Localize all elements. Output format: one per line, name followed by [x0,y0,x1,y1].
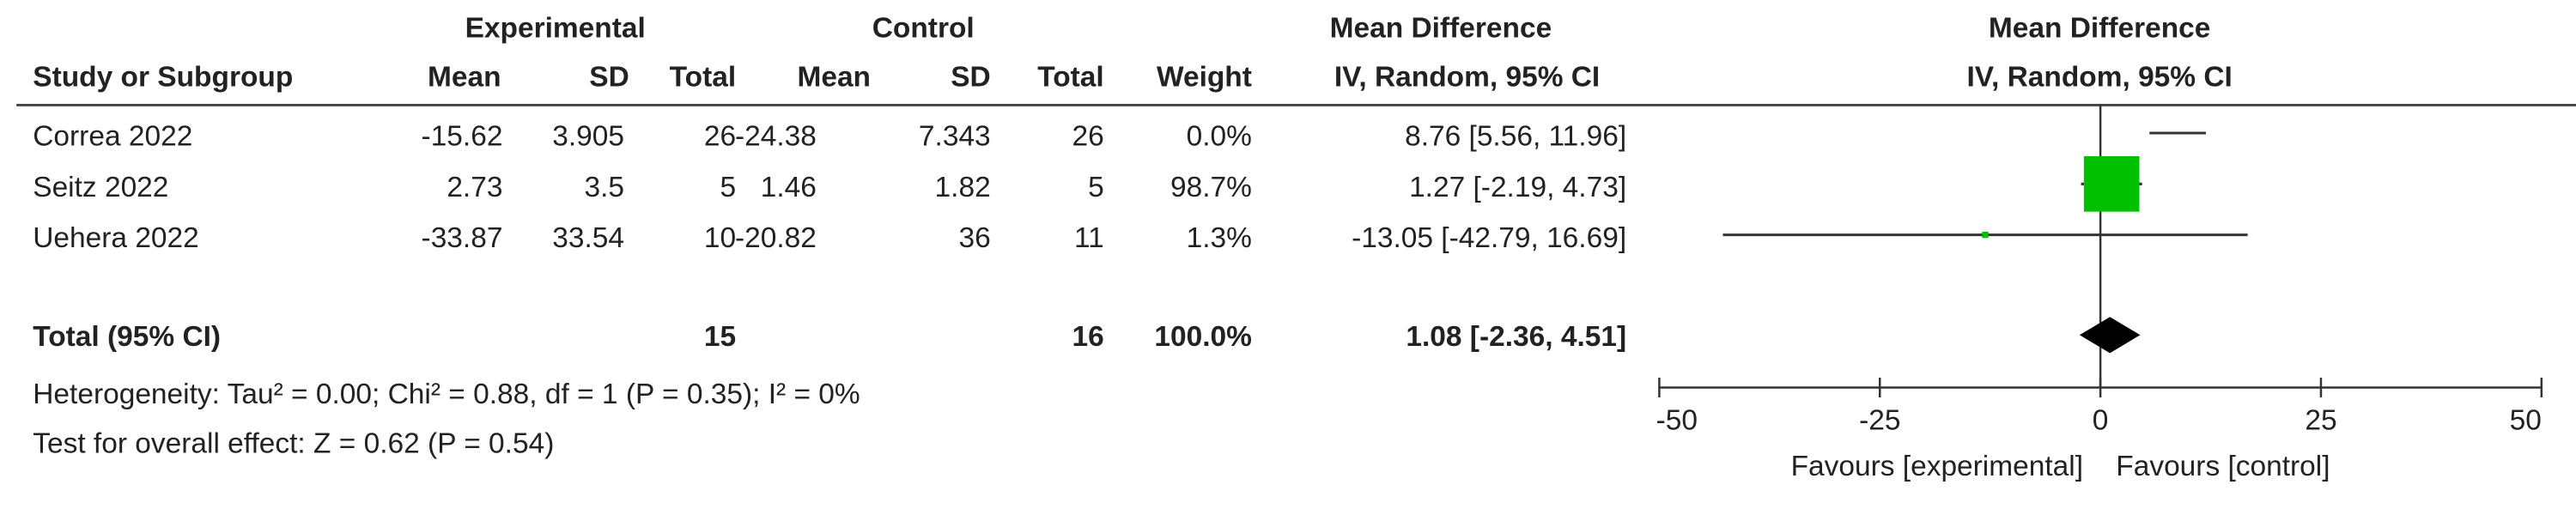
favours-left: Favours [experimental] [1791,451,2083,482]
cell: 33.54 [552,222,624,254]
effect-square [1982,231,1989,239]
cell: Correa 2022 [33,121,192,153]
x-tick-label: -25 [1859,405,1900,437]
group-header: Mean Difference [1330,12,1552,44]
column-header: Study or Subgroup [33,62,293,94]
cell: 2.73 [447,172,502,203]
cell: 36 [958,222,990,254]
column-header: IV, Random, 95% CI [1966,62,2232,94]
cell: -33.87 [422,222,503,254]
group-header: Mean Difference [1989,12,2211,44]
heterogeneity: Heterogeneity: Tau² = 0.00; Chi² = 0.88,… [33,379,860,410]
group-header: Control [872,12,975,44]
cell: 1.82 [935,172,991,203]
column-header: Mean [797,62,871,94]
x-tick-label: 25 [2305,405,2336,437]
cell: -15.62 [422,121,503,153]
x-tick-label: 0 [2093,405,2109,437]
total-cell: 1.08 [-2.36, 4.51] [1406,321,1626,353]
x-tick-label: -50 [1656,405,1698,437]
cell: -24.38 [735,121,817,153]
cell: 1.46 [761,172,817,203]
cell: 11 [1074,222,1104,254]
favours-right: Favours [control] [2116,451,2330,482]
column-header: SD [951,62,991,94]
overall-effect: Test for overall effect: Z = 0.62 (P = 0… [33,427,554,459]
cell: -13.05 [-42.79, 16.69] [1352,222,1626,254]
column-header: Weight [1157,62,1252,94]
cell: 5 [1088,172,1104,203]
cell: 0.0% [1187,121,1252,153]
total-cell: 100.0% [1154,321,1252,353]
column-header: Total [670,62,736,94]
cell: 3.905 [552,121,624,153]
column-header: SD [589,62,629,94]
total-cell: Total (95% CI) [33,321,221,353]
cell: -20.82 [735,222,817,254]
cell: 26 [1072,121,1103,153]
cell: 26 [704,121,736,153]
cell: 5 [720,172,737,203]
cell: 1.27 [-2.19, 4.73] [1409,172,1626,203]
cell: 3.5 [585,172,625,203]
cell: 98.7% [1170,172,1252,203]
x-tick-label: 50 [2510,405,2542,437]
total-cell: 15 [704,321,736,353]
total-cell: 16 [1072,321,1103,353]
cell: 7.343 [919,121,991,153]
column-header: Mean [428,62,501,94]
effect-square [2083,155,2140,212]
pooled-diamond [2079,317,2141,354]
cell: 1.3% [1187,222,1252,254]
cell: 8.76 [5.56, 11.96] [1405,121,1626,153]
column-header: Total [1037,62,1103,94]
column-header: IV, Random, 95% CI [1334,62,1600,94]
cell: Seitz 2022 [33,172,168,203]
cell: 10 [704,222,736,254]
cell: Uehera 2022 [33,222,199,254]
group-header: Experimental [465,12,646,44]
